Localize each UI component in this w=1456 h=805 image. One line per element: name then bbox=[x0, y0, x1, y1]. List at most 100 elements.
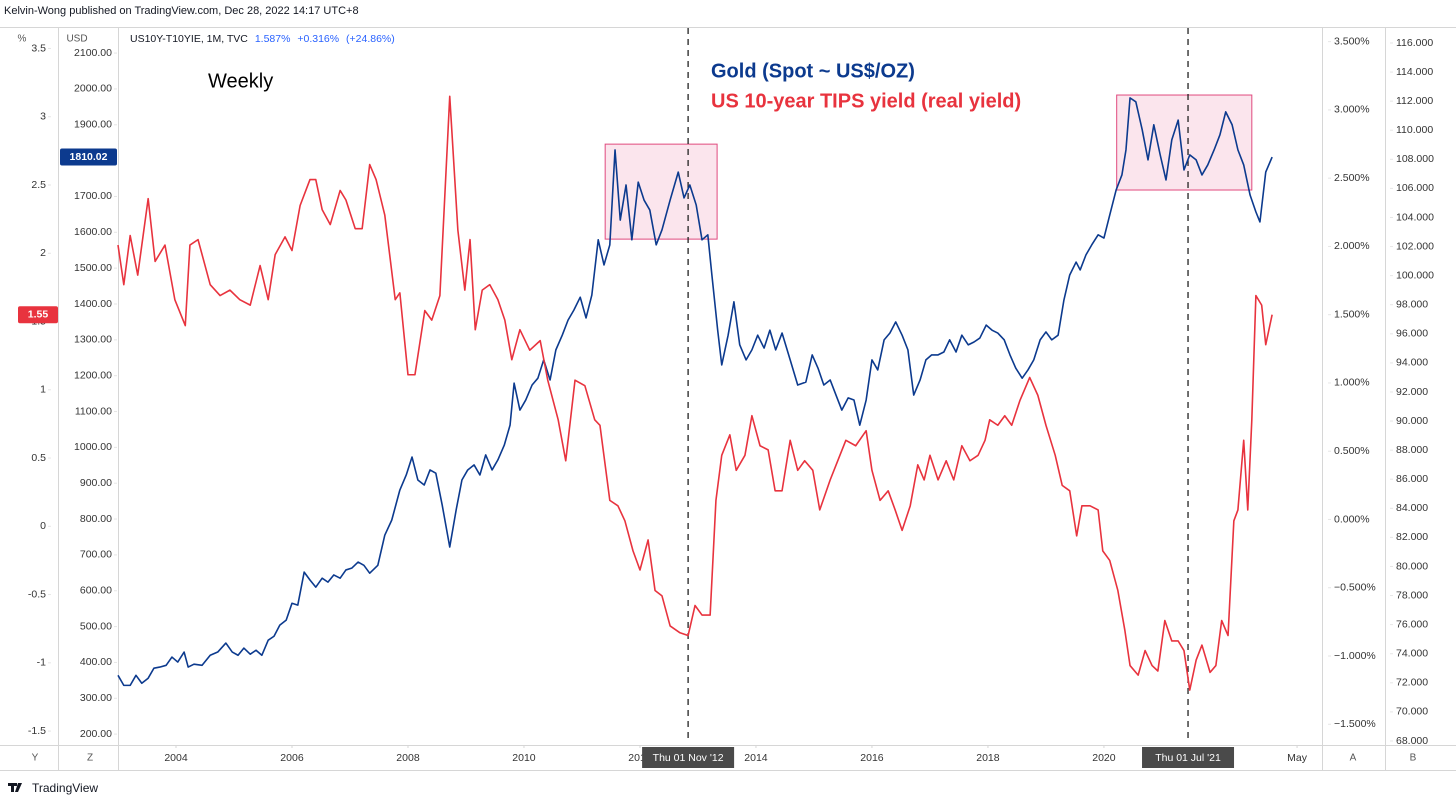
y-tick-label: 1.000% bbox=[1334, 377, 1370, 389]
quote-last: 1.587% bbox=[255, 33, 291, 45]
y-tick-label: 600.00 bbox=[80, 585, 112, 597]
x-tick-label: 2004 bbox=[164, 752, 188, 764]
x-tick-label: 2018 bbox=[976, 752, 1000, 764]
y-tick-label: 700.00 bbox=[80, 549, 112, 561]
y-tick-label: 0.500% bbox=[1334, 445, 1370, 457]
y-tick-label: 2100.00 bbox=[74, 47, 112, 59]
y-tick-label: −1.500% bbox=[1334, 718, 1376, 730]
crosshair-label: Thu 01 Nov '12 bbox=[653, 752, 724, 764]
y-tick-label: 98.000 bbox=[1396, 299, 1428, 311]
crosshair-label-box bbox=[1142, 747, 1235, 768]
y-tick-label: −1.000% bbox=[1334, 650, 1376, 662]
x-tick-label: 2016 bbox=[860, 752, 884, 764]
x-tick-label: 2020 bbox=[1092, 752, 1116, 764]
crosshair-label: Thu 01 Jul '21 bbox=[1155, 752, 1221, 764]
y-tick-label: 1400.00 bbox=[74, 298, 112, 310]
y-tick-label: 1600.00 bbox=[74, 226, 112, 238]
y-tick-label: 80.000 bbox=[1396, 560, 1428, 572]
y-tick-label: -0.5 bbox=[28, 588, 46, 600]
y-tick-label: 3.5 bbox=[31, 42, 46, 54]
y-tick-label: 3 bbox=[40, 111, 46, 123]
series-line bbox=[117, 97, 1273, 687]
y-tick-label: 102.000 bbox=[1396, 240, 1434, 252]
y-tick-label: 1300.00 bbox=[74, 334, 112, 346]
legend-entry: Gold (Spot ~ US$/OZ) bbox=[711, 60, 915, 82]
symbol-name: US10Y-T10YIE, 1M, TVC bbox=[130, 33, 248, 45]
frame bbox=[0, 27, 1456, 771]
y-tick-label: 0.000% bbox=[1334, 513, 1370, 525]
toolbar-button[interactable]: A bbox=[1350, 753, 1357, 764]
toolbar-button[interactable]: Y bbox=[32, 753, 39, 764]
y-tick-label: 900.00 bbox=[80, 477, 112, 489]
y-tick-label: 300.00 bbox=[80, 692, 112, 704]
y-tick-label: -1.5 bbox=[28, 725, 46, 737]
y-tick-label: 100.000 bbox=[1396, 269, 1434, 281]
y-tick-label: 92.000 bbox=[1396, 386, 1428, 398]
y-tick-label: 500.00 bbox=[80, 620, 112, 632]
crosshair-label-box bbox=[642, 747, 735, 768]
y-tick-label: 1000.00 bbox=[74, 441, 112, 453]
y-tick-label: 94.000 bbox=[1396, 357, 1428, 369]
brand-name: TradingView bbox=[32, 781, 98, 795]
brand-logo bbox=[8, 783, 22, 792]
toolbar-button[interactable]: Z bbox=[87, 753, 93, 764]
quote-change: +0.316% bbox=[297, 33, 339, 45]
y-tick-label: 114.000 bbox=[1396, 66, 1433, 78]
x-tick-label: 2010 bbox=[512, 752, 536, 764]
y-tick-label: 2.000% bbox=[1334, 240, 1370, 252]
y-tick-label: 1700.00 bbox=[74, 190, 112, 202]
y-tick-label: 400.00 bbox=[80, 656, 112, 668]
y-tick-label: 800.00 bbox=[80, 513, 112, 525]
highlight-box bbox=[604, 143, 718, 240]
y-tick-label: 1.500% bbox=[1334, 308, 1370, 320]
y-tick-label: 72.000 bbox=[1396, 677, 1428, 689]
y-tick-label: 1900.00 bbox=[74, 119, 112, 131]
y-tick-label: -1 bbox=[37, 657, 46, 669]
axis-title: USD bbox=[66, 34, 87, 45]
price-tag-label: 1810.02 bbox=[70, 151, 108, 163]
toolbar: Y Z A B TradingView bbox=[8, 753, 1417, 795]
y-tick-label: 74.000 bbox=[1396, 648, 1428, 660]
y-tick-label: 116.000 bbox=[1396, 37, 1433, 49]
y-tick-label: 2.5 bbox=[31, 179, 46, 191]
toolbar-button[interactable]: B bbox=[1410, 753, 1417, 764]
y-tick-label: 106.000 bbox=[1396, 182, 1434, 194]
x-tick-label: 2008 bbox=[396, 752, 420, 764]
quote-change-pct: (+24.86%) bbox=[346, 33, 395, 45]
x-tick-label: May bbox=[1287, 752, 1308, 764]
y-tick-label: 1200.00 bbox=[74, 369, 112, 381]
series-line bbox=[117, 95, 1273, 691]
annotation: Weekly bbox=[208, 70, 273, 92]
y-tick-label: 2 bbox=[40, 247, 46, 259]
axes: %-1.5-1-0.500.511.522.533.5USD200.00300.… bbox=[18, 34, 1435, 747]
y-tick-label: 84.000 bbox=[1396, 502, 1428, 514]
axis-title: % bbox=[18, 34, 27, 45]
y-tick-label: 68.000 bbox=[1396, 735, 1428, 747]
y-tick-label: 3.000% bbox=[1334, 104, 1370, 116]
y-tick-label: 76.000 bbox=[1396, 618, 1428, 630]
y-tick-label: 112.000 bbox=[1396, 95, 1433, 107]
y-tick-label: 70.000 bbox=[1396, 706, 1428, 718]
y-tick-label: 1 bbox=[40, 384, 46, 396]
y-tick-label: 200.00 bbox=[80, 728, 112, 740]
symbol-line: US10Y-T10YIE, 1M, TVC 1.587% +0.316% (+2… bbox=[130, 33, 395, 45]
legend-entry: US 10-year TIPS yield (real yield) bbox=[711, 90, 1021, 112]
y-tick-label: 86.000 bbox=[1396, 473, 1428, 485]
highlight-box bbox=[1116, 94, 1253, 191]
y-tick-label: 96.000 bbox=[1396, 328, 1428, 340]
y-tick-label: 104.000 bbox=[1396, 211, 1434, 223]
y-tick-label: 90.000 bbox=[1396, 415, 1428, 427]
x-tick-label: 2006 bbox=[280, 752, 304, 764]
price-tag bbox=[18, 306, 58, 324]
y-tick-label: 78.000 bbox=[1396, 589, 1428, 601]
y-tick-label: 108.000 bbox=[1396, 153, 1434, 165]
y-tick-label: 2.500% bbox=[1334, 172, 1370, 184]
y-tick-label: 110.000 bbox=[1396, 124, 1433, 136]
y-tick-label: 2000.00 bbox=[74, 83, 112, 95]
y-tick-label: 0 bbox=[40, 520, 46, 532]
y-tick-label: 1500.00 bbox=[74, 262, 112, 274]
y-tick-label: 88.000 bbox=[1396, 444, 1428, 456]
y-tick-label: −0.500% bbox=[1334, 582, 1376, 594]
